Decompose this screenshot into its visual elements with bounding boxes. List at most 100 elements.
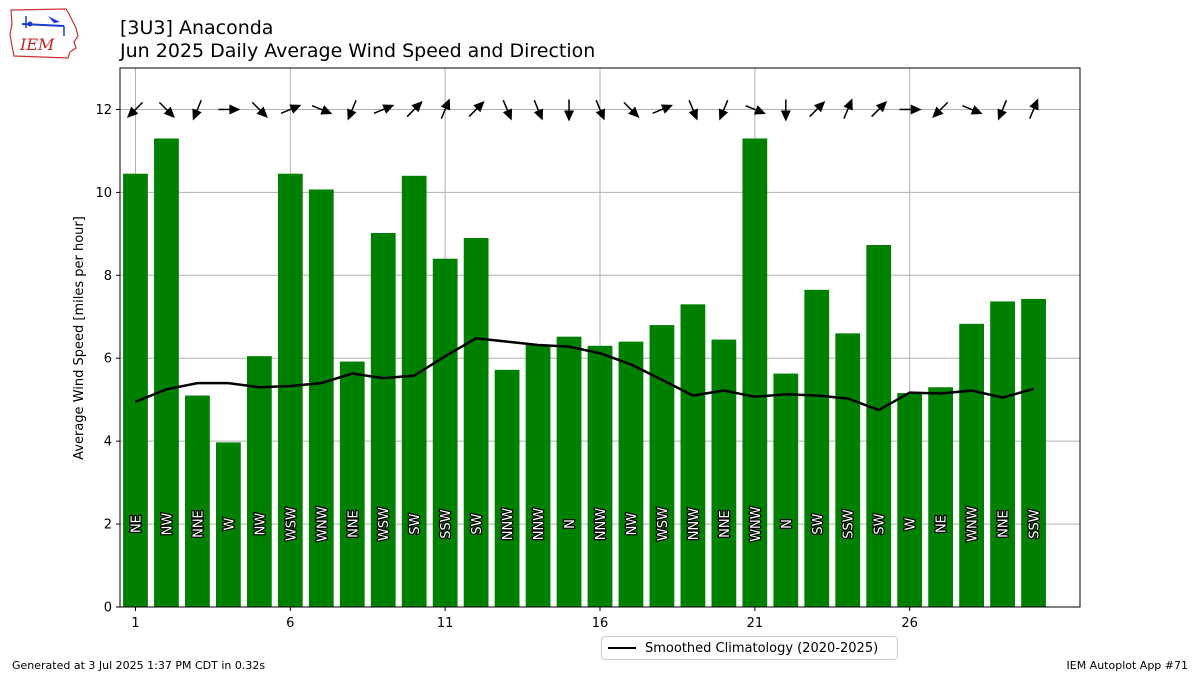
direction-label-day-21: WNW: [749, 506, 764, 542]
wind-arrow-day-16: [595, 99, 606, 121]
wind-arrow-head: [813, 100, 826, 113]
bar-day-21: [742, 138, 768, 607]
wind-arrow-head: [289, 104, 302, 114]
footer-generated: Generated at 3 Jul 2025 1:37 PM CDT in 0…: [12, 659, 266, 672]
bar-day-27: [928, 387, 954, 607]
direction-label-day-5: NW: [253, 513, 268, 536]
legend-label: Smoothed Climatology (2020-2025): [645, 640, 879, 656]
wind-arrow-head: [910, 104, 922, 115]
wind-arrow-shaft: [745, 104, 757, 111]
wind-arrow-day-15: [564, 99, 575, 122]
wind-arrow-day-18: [652, 104, 674, 114]
wind-arrow-day-17: [623, 101, 640, 118]
direction-label-day-9: WSW: [377, 507, 392, 541]
bar-day-11: [432, 258, 458, 607]
legend-line-swatch: [608, 647, 636, 649]
wind-arrow-day-29: [997, 99, 1008, 121]
wind-arrow-head: [932, 106, 944, 118]
wind-arrow-shaft: [871, 107, 881, 118]
direction-label-day-10: SW: [408, 513, 423, 534]
direction-label-day-14: NNW: [532, 508, 547, 540]
x-tick-label: 11: [437, 616, 454, 631]
wind-arrow-head: [256, 106, 268, 118]
direction-label-day-23: SW: [811, 513, 826, 534]
wind-arrow-shaft: [311, 104, 324, 111]
bar-day-9: [370, 233, 396, 608]
x-tick-label: 16: [592, 616, 609, 631]
chart-title-line1: [3U3] Anaconda: [120, 17, 274, 39]
direction-label-day-26: W: [904, 518, 919, 531]
direction-label-day-28: WNW: [966, 506, 981, 542]
wind-arrow-shaft: [809, 107, 819, 118]
y-tick-label: 2: [104, 518, 112, 533]
wind-arrow-head: [753, 105, 766, 115]
y-tick-label: 12: [95, 103, 112, 118]
climatology-line: [135, 337, 1034, 412]
direction-label-day-1: NE: [129, 515, 144, 533]
wind-arrow-head: [628, 106, 640, 118]
direction-label-day-18: WSW: [656, 507, 671, 541]
wind-arrow-day-2: [158, 101, 175, 118]
wind-arrow-head: [970, 105, 983, 115]
wind-arrow-day-10: [406, 100, 423, 118]
wind-arrow-day-20: [718, 99, 729, 121]
y-tick-label: 0: [104, 601, 112, 616]
climatology-line-group: [135, 337, 1034, 412]
wind-arrow-day-30: [1029, 98, 1039, 119]
wind-arrow-day-1: [126, 101, 144, 118]
wind-arrow-shaft: [440, 107, 447, 119]
legend: Smoothed Climatology (2020-2025): [601, 636, 898, 660]
direction-label-day-8: NNE: [346, 510, 361, 538]
direction-label-day-27: NE: [935, 515, 950, 533]
wind-arrow-shaft: [158, 101, 169, 112]
wind-arrow-shaft: [468, 107, 479, 118]
wind-arrow-day-24: [843, 98, 853, 119]
wind-arrow-head: [347, 108, 357, 121]
wind-arrow-day-19: [688, 99, 698, 121]
y-tick-label: 6: [104, 352, 112, 367]
wind-arrow-day-23: [809, 100, 826, 118]
bar-day-14: [525, 344, 551, 607]
wind-arrow-day-3: [192, 99, 202, 121]
direction-label-day-30: SSW: [1028, 509, 1043, 539]
wind-arrow-day-25: [871, 100, 888, 118]
iem-iowa-logo-icon: IEM: [9, 8, 79, 59]
footer-app: IEM Autoplot App #71: [1066, 659, 1189, 672]
chart-title-line2: Jun 2025 Daily Average Wind Speed and Di…: [120, 40, 596, 62]
chart-title: [3U3] Anaconda Jun 2025 Daily Average Wi…: [120, 17, 595, 63]
wind-arrow-head: [780, 110, 791, 122]
wind-arrow-head: [192, 108, 202, 121]
bar-day-4: [216, 442, 241, 607]
bar-day-2: [154, 138, 179, 607]
direction-label-day-19: NNW: [687, 508, 702, 540]
direction-labels: NE NW NNE W NW WSW WNW NNE WSW SW SSW SW NNW NNW N NNW N…: [128, 505, 1044, 543]
wind-arrow-day-28: [962, 104, 983, 115]
bar-day-20: [711, 339, 737, 607]
wind-arrow-head: [126, 106, 139, 118]
wind-arrow-shaft: [406, 107, 417, 118]
x-tick-label: 21: [747, 616, 764, 631]
bar-day-29: [990, 301, 1015, 607]
direction-label-day-12: SW: [470, 513, 485, 534]
wind-arrows: [126, 98, 1039, 122]
wind-arrow-head: [533, 108, 544, 121]
y-axis-label: Average Wind Speed [miles per hour]: [72, 216, 87, 460]
bar-day-8: [339, 361, 365, 607]
direction-label-day-2: NW: [160, 513, 175, 536]
iem-logo: IEM: [8, 6, 80, 60]
wind-arrow-head: [411, 100, 423, 113]
bar-day-25: [866, 245, 892, 607]
direction-label-day-13: NNW: [501, 508, 516, 540]
wind-arrow-shaft: [722, 99, 729, 112]
wind-arrow-head: [440, 98, 451, 111]
direction-label-day-3: NNE: [191, 510, 206, 538]
wind-arrow-day-14: [533, 99, 544, 121]
direction-label-day-4: W: [222, 518, 237, 531]
wind-arrow-day-22: [780, 99, 791, 122]
direction-label-day-20: NNE: [718, 510, 733, 538]
bar-day-12: [463, 237, 489, 607]
wind-arrow-shaft: [962, 104, 974, 111]
wind-arrow-head: [229, 104, 241, 115]
bar-day-19: [680, 304, 706, 607]
